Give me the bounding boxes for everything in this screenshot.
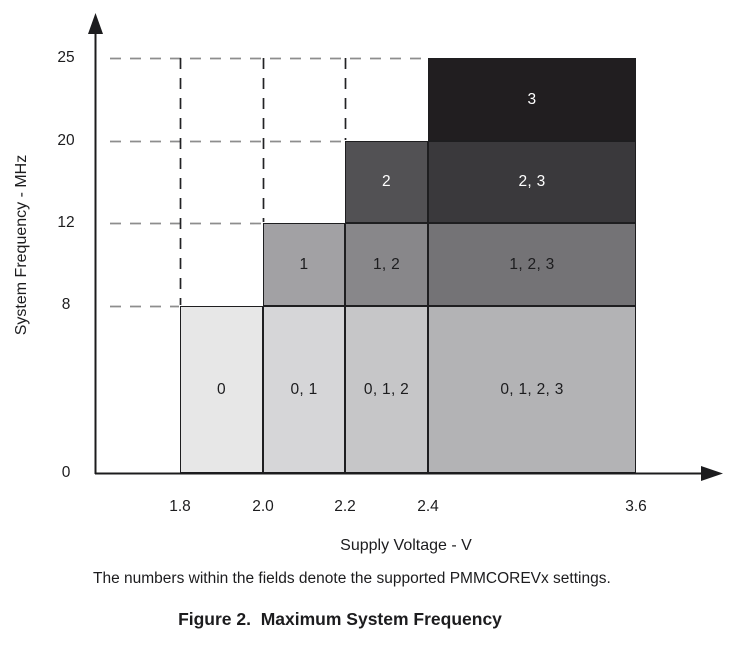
x-tick-3v6: 3.6: [625, 498, 647, 515]
cell-1-label: 1: [299, 255, 309, 273]
cell-0-1-2-3: 0, 1, 2, 3: [428, 306, 636, 473]
cell-0-1-2: 0, 1, 2: [345, 306, 428, 473]
cell-1-2-3: 1, 2, 3: [428, 223, 636, 306]
x-tick-2v4: 2.4: [417, 498, 439, 515]
cell-2-3: 2, 3: [428, 141, 636, 223]
cell-1: 1: [263, 223, 345, 306]
x-tick-1v8: 1.8: [169, 498, 191, 515]
cell-0-1-2-label: 0, 1, 2: [363, 380, 410, 398]
cell-2: 2: [345, 141, 428, 223]
cell-0-label: 0: [217, 380, 226, 398]
cell-3-label: 3: [527, 90, 537, 108]
figure-caption: Figure 2. Maximum System Frequency: [178, 609, 502, 629]
cell-0: 0: [180, 306, 263, 473]
x-axis-title: Supply Voltage - V: [340, 537, 472, 554]
y-axis-title: System Frequency - MHz: [13, 154, 30, 336]
y-tick-0: 0: [61, 464, 71, 481]
cell-0-1-2-3-label: 0, 1, 2, 3: [500, 380, 564, 398]
y-axis-arrowhead-icon: [88, 13, 103, 34]
figure-note: The numbers within the fields denote the…: [93, 570, 611, 587]
x-axis-arrowhead-icon: [701, 466, 723, 481]
cell-2-label: 2: [382, 173, 391, 190]
x-tick-2v2: 2.2: [334, 498, 356, 515]
y-tick-25: 25: [57, 49, 75, 66]
cell-1-2-label: 1, 2: [372, 255, 401, 273]
cell-0-1: 0, 1: [263, 306, 345, 473]
cell-1-2: 1, 2: [345, 223, 428, 306]
y-tick-8: 8: [61, 296, 71, 313]
x-tick-2v0: 2.0: [252, 498, 274, 515]
y-tick-12: 12: [57, 214, 75, 231]
cell-1-2-3-label: 1, 2, 3: [509, 255, 555, 273]
cell-3: 3: [428, 58, 636, 141]
y-tick-20: 20: [57, 132, 75, 149]
cell-2-3-label: 2, 3: [518, 173, 546, 190]
cell-0-1-label: 0, 1: [290, 380, 318, 398]
